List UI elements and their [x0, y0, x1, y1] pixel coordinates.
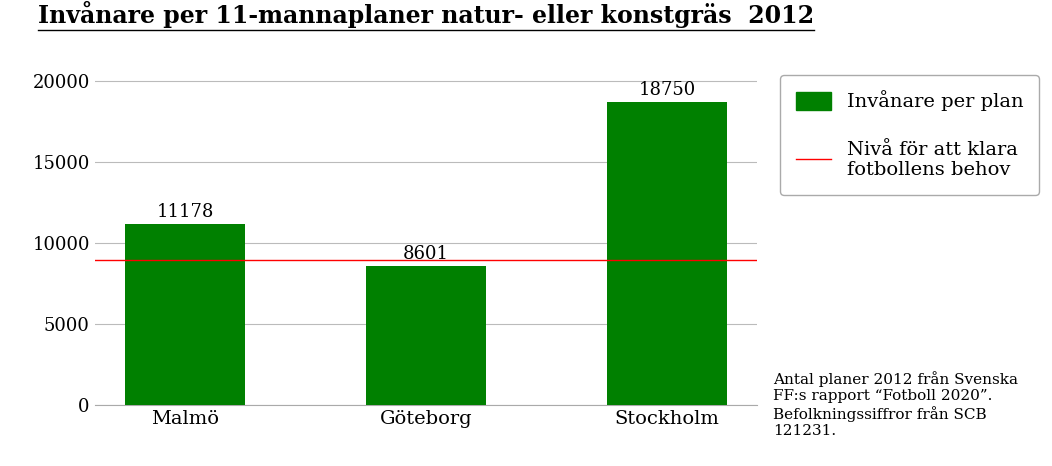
Text: 18750: 18750 — [639, 81, 695, 99]
Text: Antal planer 2012 från Svenska
FF:s rapport “Fotboll 2020”.
Befolkningssiffror f: Antal planer 2012 från Svenska FF:s rapp… — [773, 371, 1018, 438]
Text: 8601: 8601 — [403, 245, 449, 263]
Text: Invånare per 11-mannaplaner natur- eller konstgräs  2012: Invånare per 11-mannaplaner natur- eller… — [38, 1, 814, 28]
Bar — [607, 102, 727, 405]
Bar — [125, 224, 245, 405]
Bar — [366, 266, 486, 405]
Legend: Invånare per plan, Nivå för att klara
fotbollens behov: Invånare per plan, Nivå för att klara fo… — [781, 75, 1038, 195]
Text: 11178: 11178 — [157, 204, 214, 221]
